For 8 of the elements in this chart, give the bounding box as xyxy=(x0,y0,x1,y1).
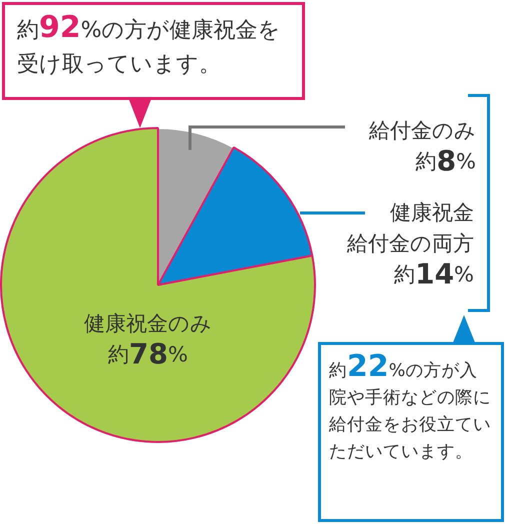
slice-label: 健康祝金給付金の両方 xyxy=(346,200,474,256)
data-label: 約14% xyxy=(394,257,474,290)
data-label: 約8% xyxy=(416,144,476,178)
text: 約92%の方が健康祝金を受け取っています。 xyxy=(2,2,305,100)
text: 約22%の方が入院や手術などの際に給付金をお役立ていただいています。 xyxy=(318,342,504,522)
slice-label: 健康祝金のみ xyxy=(84,311,212,336)
data-label: 約78% xyxy=(108,337,188,370)
slice-label: 給付金のみ xyxy=(368,118,476,142)
